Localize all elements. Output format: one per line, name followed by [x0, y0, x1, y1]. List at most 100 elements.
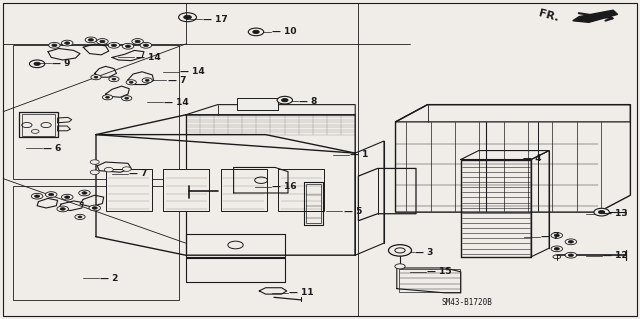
Text: — 9: — 9: [52, 59, 71, 68]
Circle shape: [60, 208, 65, 210]
Bar: [13, 186, 179, 300]
Text: — 6: — 6: [43, 144, 61, 153]
Circle shape: [49, 42, 60, 48]
Polygon shape: [531, 151, 549, 257]
Polygon shape: [234, 167, 288, 193]
Circle shape: [184, 15, 191, 19]
Text: — 7: — 7: [541, 232, 559, 241]
Circle shape: [49, 193, 54, 196]
Text: — 5: — 5: [344, 207, 362, 216]
Circle shape: [94, 76, 98, 78]
Circle shape: [78, 216, 82, 218]
Circle shape: [91, 75, 101, 80]
Polygon shape: [186, 105, 355, 115]
Circle shape: [88, 39, 93, 41]
Circle shape: [125, 97, 129, 99]
Text: — 17: — 17: [203, 15, 228, 24]
Circle shape: [568, 254, 573, 256]
Text: — 7: — 7: [168, 76, 186, 85]
Circle shape: [282, 99, 288, 102]
Polygon shape: [96, 135, 355, 255]
Circle shape: [106, 96, 109, 98]
Circle shape: [90, 170, 99, 174]
Circle shape: [100, 40, 105, 43]
Circle shape: [551, 246, 563, 252]
Circle shape: [388, 245, 412, 256]
Polygon shape: [396, 105, 630, 212]
Text: — 8: — 8: [299, 97, 317, 106]
Polygon shape: [573, 10, 618, 22]
Circle shape: [395, 264, 405, 269]
Circle shape: [57, 206, 68, 212]
Text: — 3: — 3: [415, 248, 434, 256]
Polygon shape: [128, 72, 154, 85]
Polygon shape: [259, 288, 287, 294]
Polygon shape: [58, 126, 70, 131]
Polygon shape: [80, 195, 104, 207]
Circle shape: [554, 234, 559, 237]
Circle shape: [122, 167, 131, 171]
Polygon shape: [461, 151, 549, 160]
Polygon shape: [19, 112, 58, 137]
Text: — 12: — 12: [603, 251, 627, 260]
Polygon shape: [48, 48, 80, 60]
Circle shape: [140, 42, 152, 48]
Circle shape: [111, 44, 116, 47]
Circle shape: [34, 62, 40, 65]
Circle shape: [568, 241, 573, 243]
Circle shape: [126, 80, 136, 85]
Circle shape: [109, 77, 119, 82]
Polygon shape: [304, 182, 323, 225]
Circle shape: [61, 40, 73, 46]
Circle shape: [61, 194, 73, 200]
Polygon shape: [96, 115, 355, 153]
Bar: [237, 98, 278, 110]
Circle shape: [65, 196, 70, 198]
Text: — 1: — 1: [350, 150, 369, 159]
Text: — 2: — 2: [100, 274, 119, 283]
Circle shape: [112, 78, 116, 80]
Polygon shape: [83, 44, 109, 55]
Circle shape: [598, 211, 605, 214]
Circle shape: [135, 40, 140, 43]
Polygon shape: [397, 268, 461, 293]
Text: — 16: — 16: [272, 182, 296, 191]
Bar: [221, 169, 267, 211]
Bar: [306, 184, 321, 223]
Polygon shape: [95, 66, 116, 77]
Circle shape: [129, 81, 133, 83]
Text: — 10: — 10: [272, 27, 296, 36]
Circle shape: [594, 208, 609, 216]
Text: — 11: — 11: [289, 288, 314, 297]
Circle shape: [122, 96, 132, 101]
Circle shape: [565, 252, 577, 258]
Circle shape: [565, 239, 577, 245]
Polygon shape: [358, 168, 416, 221]
Polygon shape: [396, 105, 630, 122]
Circle shape: [90, 160, 99, 164]
Circle shape: [554, 248, 559, 250]
Circle shape: [89, 205, 100, 211]
Circle shape: [92, 207, 97, 209]
Circle shape: [45, 192, 57, 197]
Circle shape: [145, 79, 149, 81]
Circle shape: [31, 193, 43, 199]
Polygon shape: [355, 141, 384, 255]
Circle shape: [102, 95, 113, 100]
Circle shape: [82, 192, 87, 194]
Bar: [106, 169, 152, 211]
Polygon shape: [59, 201, 83, 211]
Text: — 7: — 7: [129, 169, 148, 178]
Circle shape: [104, 167, 113, 172]
Bar: [278, 169, 324, 211]
Polygon shape: [186, 258, 285, 282]
Circle shape: [65, 42, 70, 44]
Text: — 13: — 13: [603, 209, 627, 218]
Polygon shape: [97, 162, 131, 172]
Polygon shape: [37, 198, 58, 208]
Circle shape: [248, 28, 264, 36]
Polygon shape: [106, 86, 129, 97]
Circle shape: [79, 190, 90, 196]
Circle shape: [142, 78, 152, 83]
Circle shape: [143, 44, 148, 47]
